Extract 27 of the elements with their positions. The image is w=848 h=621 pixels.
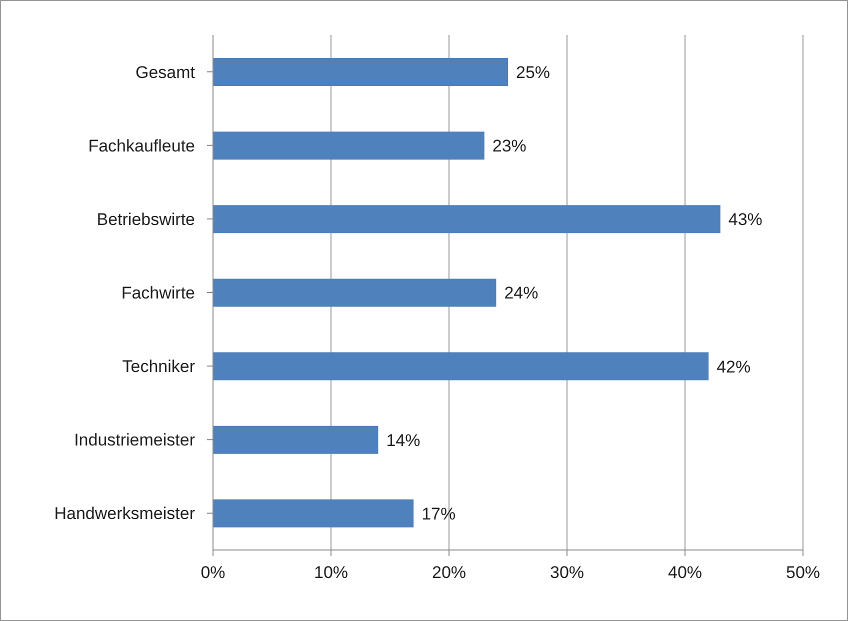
x-tick-label: 20% (432, 563, 466, 582)
bar (213, 132, 484, 160)
y-tick-label: Handwerksmeister (54, 504, 196, 524)
x-tick-label: 10% (314, 563, 348, 582)
bar (213, 58, 508, 86)
data-label: 24% (504, 284, 538, 303)
bar (213, 278, 496, 307)
data-label: 14% (386, 430, 420, 450)
x-tick-label: 30% (550, 563, 584, 582)
data-label: 23% (492, 136, 526, 156)
bar (213, 426, 378, 454)
bar (213, 499, 414, 528)
y-tick-label: Betriebswirte (96, 210, 195, 229)
bar (213, 205, 720, 234)
bar (213, 352, 709, 380)
x-tick-label: 0% (200, 563, 226, 582)
data-label: 42% (716, 357, 751, 376)
y-tick-label: Fachwirte (121, 284, 195, 303)
y-tick-label: Gesamt (135, 62, 196, 82)
x-tick-label: 50% (786, 563, 820, 582)
y-tick-label: Industriemeister (74, 430, 196, 450)
x-tick-label: 40% (668, 563, 702, 582)
y-tick-label: Fachkaufleute (88, 136, 195, 156)
y-tick-label: Techniker (122, 357, 196, 376)
data-label: 25% (516, 63, 550, 82)
data-label: 17% (422, 504, 456, 524)
data-label: 43% (728, 210, 762, 230)
